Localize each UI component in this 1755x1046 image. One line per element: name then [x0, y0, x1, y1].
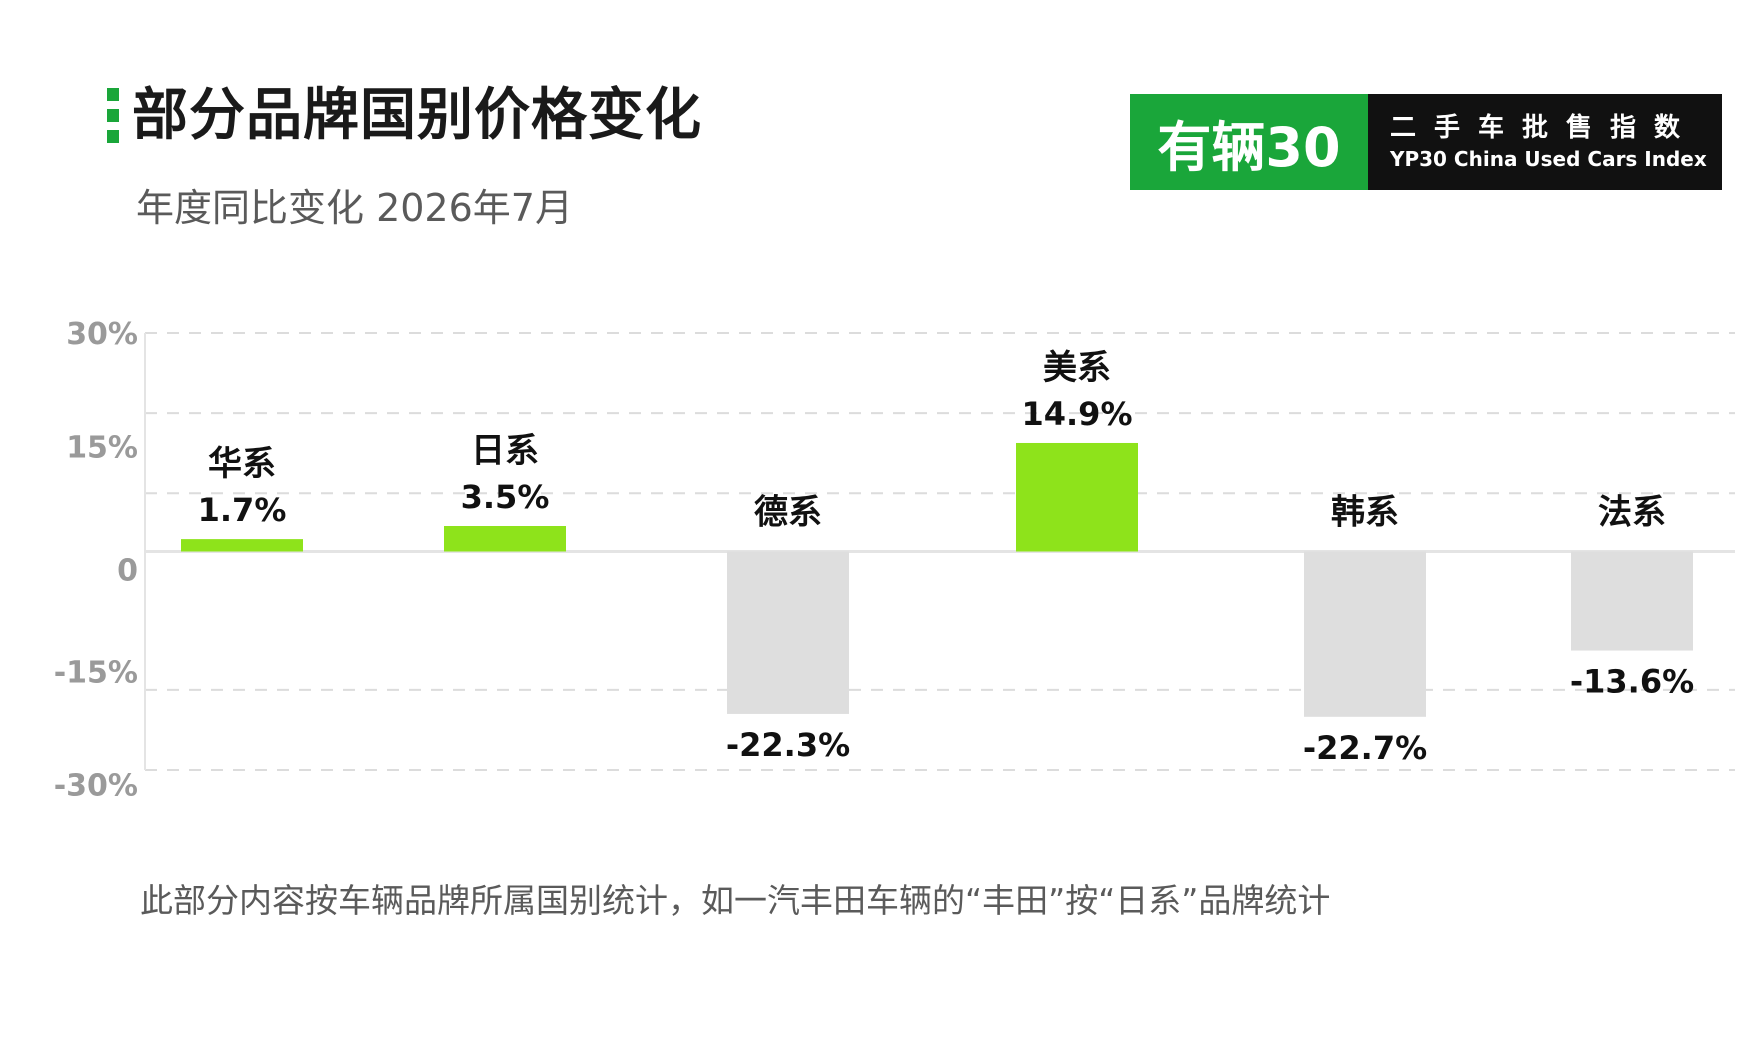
data-label: 1.7% — [198, 491, 287, 529]
data-label: -13.6% — [1570, 663, 1694, 701]
data-label: 3.5% — [461, 478, 550, 516]
title-marker — [107, 88, 119, 144]
data-label: -22.7% — [1303, 729, 1427, 767]
data-label: 14.9% — [1021, 395, 1132, 433]
category-label: 日系 — [471, 431, 539, 471]
brand-name: 有辆30 — [1130, 94, 1368, 190]
bar — [444, 526, 566, 552]
data-label: -22.3% — [726, 726, 850, 764]
bar — [181, 539, 303, 552]
category-label: 华系 — [208, 444, 276, 484]
y-tick-label: -15% — [54, 656, 138, 691]
y-tick-label: 30% — [66, 317, 138, 352]
brand-tagline-cn: 二手车批售指数 — [1390, 113, 1699, 143]
page-title: 部分品牌国别价格变化 — [132, 82, 702, 148]
bar — [727, 551, 849, 714]
brand-tagline-en: YP30 China Used Cars Index — [1390, 147, 1707, 171]
category-label: 韩系 — [1331, 493, 1399, 533]
bar — [1016, 442, 1138, 552]
brand-tagline: 二手车批售指数 YP30 China Used Cars Index — [1368, 94, 1722, 190]
bar — [1304, 551, 1426, 717]
page-subtitle: 年度同比变化 2026年7月 — [136, 186, 573, 230]
category-label: 法系 — [1598, 493, 1666, 533]
category-label: 德系 — [754, 493, 822, 533]
y-tick-label: -30% — [54, 769, 138, 804]
y-tick-label: 15% — [66, 431, 138, 466]
y-tick-label: 0 — [117, 554, 138, 589]
category-label: 美系 — [1043, 348, 1111, 388]
footnote: 此部分内容按车辆品牌所属国别统计，如一汽丰田车辆的“丰田”按“日系”品牌统计 — [140, 881, 1331, 920]
brand-logo: 有辆30 二手车批售指数 YP30 China Used Cars Index — [1130, 94, 1722, 190]
bar — [1571, 551, 1693, 651]
